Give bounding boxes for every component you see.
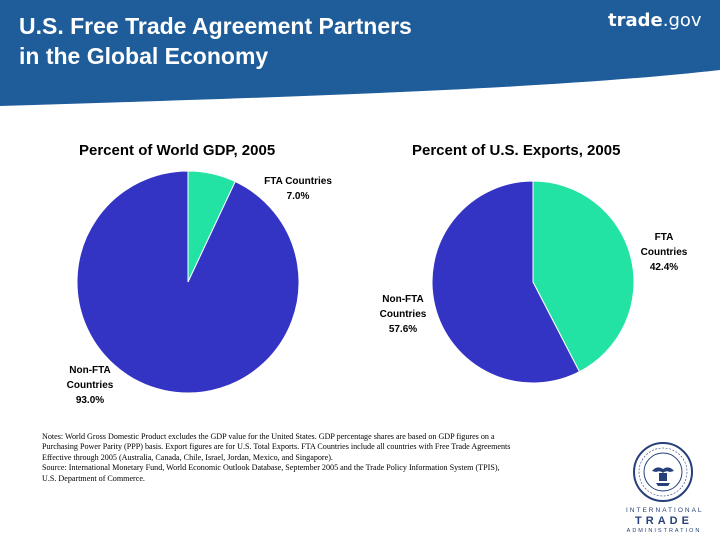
exports-fta-value: 42.4% <box>650 262 678 273</box>
ita-logo-line-2: TRADE <box>635 515 693 527</box>
exports-nonfta-label-2: Countries <box>380 309 427 320</box>
slide-header: U.S. Free Trade Agreement Partners in th… <box>0 0 720 108</box>
gdp-slice-non-fta-countries <box>76 170 300 394</box>
notes-line-2: Purchasing Power Parity (PPP) basis. Exp… <box>42 442 511 452</box>
source-line-1: Source: International Monetary Fund, Wor… <box>42 463 500 473</box>
department-of-commerce-seal-icon <box>633 442 693 502</box>
exports-slice-non-fta-countries <box>431 180 581 384</box>
gdp-nonfta-label-2: Countries <box>67 380 114 391</box>
ita-logo-line-3: ADMINISTRATION <box>626 528 702 534</box>
trade-gov-link[interactable]: trade.gov <box>608 10 702 31</box>
gdp-nonfta-value: 93.0% <box>76 395 104 406</box>
ita-logo-line-1: INTERNATIONAL <box>626 507 704 514</box>
exports-nonfta-label-1: Non-FTA <box>382 294 423 305</box>
notes-line-3: Effective through 2005 (Australia, Canad… <box>42 452 333 462</box>
notes-line-1: Notes: World Gross Domestic Product excl… <box>42 432 495 441</box>
source-line-2: U.S. Department of Commerce. <box>42 473 145 483</box>
brand-suffix: .gov <box>662 10 702 31</box>
exports-fta-label-2: Countries <box>641 247 688 258</box>
slide-title-line-2: in the Global Economy <box>19 43 269 69</box>
exports-fta-label-1: FTA <box>655 232 674 243</box>
exports-pie-chart <box>431 180 635 384</box>
notes-and-source: Notes: World Gross Domestic Product excl… <box>42 432 632 484</box>
gdp-nonfta-label-1: Non-FTA <box>69 365 110 376</box>
gdp-pie-chart <box>76 170 300 394</box>
header-banner <box>0 0 720 106</box>
exports-chart-title: Percent of U.S. Exports, 2005 <box>412 142 621 159</box>
gdp-fta-label: FTA Countries <box>264 176 332 187</box>
exports-slice-fta-countries <box>532 180 635 373</box>
slide-title-line-1: U.S. Free Trade Agreement Partners <box>19 13 412 39</box>
slide-title: U.S. Free Trade Agreement Partners in th… <box>19 11 539 71</box>
header-banner-shape <box>0 0 720 106</box>
exports-nonfta-value: 57.6% <box>389 324 417 335</box>
gdp-chart-title: Percent of World GDP, 2005 <box>79 142 276 159</box>
ita-logo: INTERNATIONAL TRADE ADMINISTRATION <box>626 506 702 535</box>
gdp-fta-value: 7.0% <box>287 191 310 202</box>
brand-bold: trade <box>608 10 663 31</box>
